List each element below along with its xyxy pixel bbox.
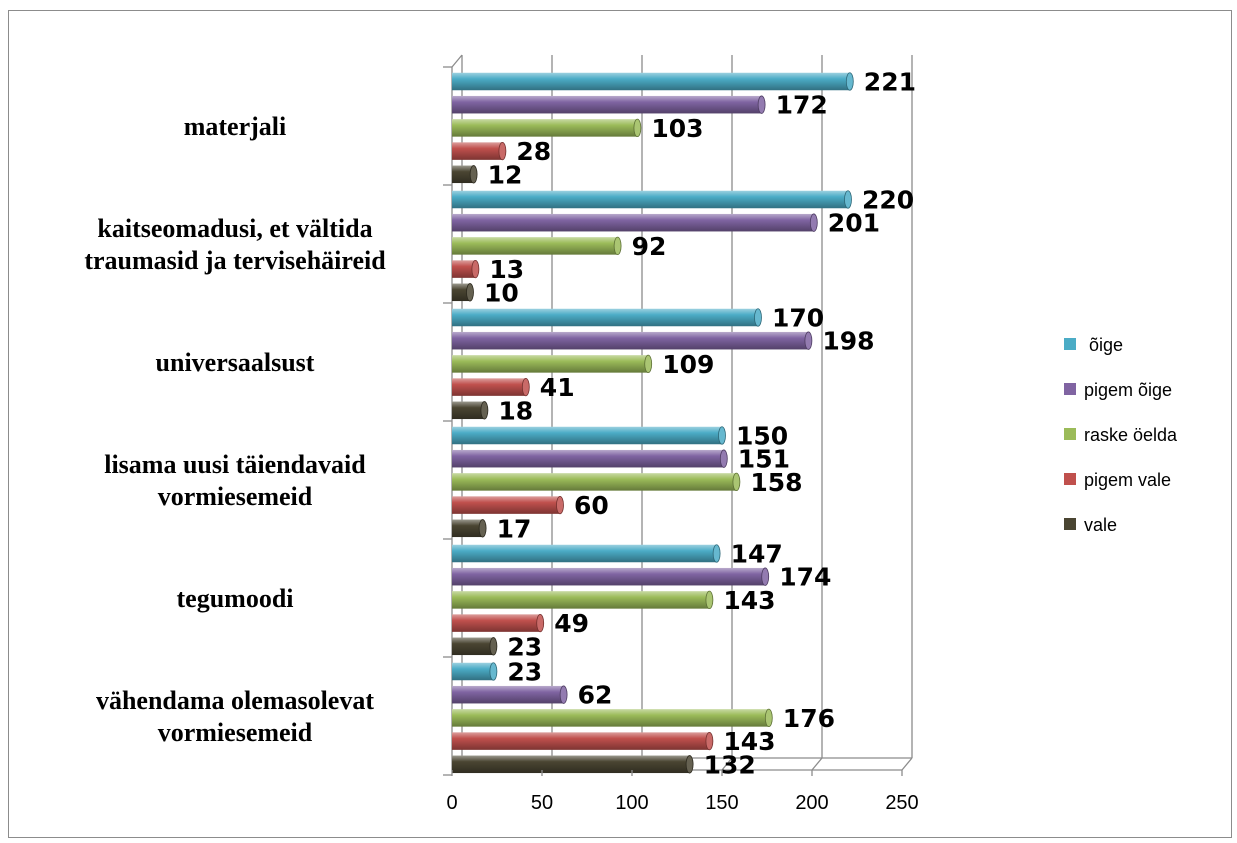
bar: [452, 95, 766, 114]
bar: [452, 472, 741, 492]
bar: [452, 190, 852, 209]
category-labels: materjali kaitseomadusi, et vältida trauma…: [84, 112, 386, 747]
data-label: 10: [484, 278, 519, 307]
bar: [452, 401, 489, 420]
bar: [452, 213, 818, 232]
category-label: lisama uusi täiendavaid vormiesemeid: [104, 450, 366, 511]
data-label: 23: [507, 658, 542, 687]
data-label: 60: [574, 491, 609, 520]
bar: [452, 755, 694, 774]
bar: [452, 544, 721, 563]
bar: [452, 590, 714, 610]
bar: [452, 708, 773, 728]
legend-label: raske öelda: [1084, 425, 1178, 445]
category-label: universaalsust: [156, 348, 315, 377]
category-label: tegumoodi: [177, 584, 294, 613]
legend-item: raske öelda: [1064, 425, 1178, 445]
legend-label: pigem õige: [1084, 380, 1172, 400]
data-label: 174: [779, 563, 831, 592]
data-label: 150: [736, 422, 788, 451]
bar: [452, 141, 507, 161]
bar: [452, 662, 498, 681]
bar: [452, 308, 762, 327]
bar: [452, 519, 487, 538]
bar: [452, 449, 728, 468]
data-label: 103: [651, 114, 703, 143]
bars: [452, 72, 854, 774]
legend-item: pigem õige: [1064, 380, 1172, 400]
data-label: 147: [731, 540, 783, 569]
data-label: 143: [723, 727, 775, 756]
x-tick-label: 100: [615, 792, 648, 814]
legend-item: pigem vale: [1064, 470, 1171, 490]
legend-swatch: [1064, 428, 1076, 440]
bar: [452, 495, 564, 515]
data-label: 49: [554, 609, 589, 638]
data-label: 158: [750, 468, 802, 497]
data-label: 201: [828, 209, 880, 238]
legend-item: õige: [1064, 335, 1123, 355]
x-tick-label: 0: [446, 792, 457, 814]
legend-item: vale: [1064, 515, 1117, 535]
data-label: 13: [489, 255, 524, 284]
data-label: 151: [738, 445, 790, 474]
data-label: 220: [862, 186, 914, 215]
x-tick-label: 250: [885, 792, 918, 814]
x-tick-label: 200: [795, 792, 828, 814]
data-label: 221: [864, 68, 916, 97]
x-tick-label: 150: [705, 792, 738, 814]
bar: [452, 283, 474, 302]
category-label: vähendama olemasolevat vormiesemeid: [96, 686, 374, 747]
x-axis-ticks: 0 50 100 150 200 250: [446, 770, 919, 814]
data-label: 62: [578, 681, 613, 710]
bar: [452, 426, 726, 445]
data-label: 132: [704, 750, 756, 779]
chart-frame: [8, 10, 1232, 838]
data-label: 18: [498, 396, 533, 425]
bar: [452, 259, 480, 279]
legend: õige pigem õige raske öelda pigem vale vale: [1064, 335, 1178, 535]
data-label: 41: [540, 373, 575, 402]
category-label: kaitseomadusi, et vältida traumasid ja te…: [84, 214, 386, 275]
data-label: 172: [776, 91, 828, 120]
data-label: 143: [723, 586, 775, 615]
bar: [452, 118, 642, 138]
data-label: 109: [662, 350, 714, 379]
legend-label: õige: [1084, 335, 1123, 355]
data-label: 92: [632, 232, 667, 261]
bar: [452, 567, 770, 586]
data-label: 170: [772, 304, 824, 333]
bar: [452, 331, 813, 350]
legend-label: vale: [1084, 515, 1117, 535]
data-label: 23: [507, 632, 542, 661]
bar: [452, 354, 653, 374]
bar: [452, 685, 568, 704]
legend-swatch: [1064, 473, 1076, 485]
legend-label: pigem vale: [1084, 470, 1171, 490]
bar: [452, 377, 530, 397]
data-label: 176: [783, 704, 835, 733]
x-tick-label: 50: [531, 792, 553, 814]
bar: [452, 613, 545, 633]
gridlines: [541, 55, 913, 771]
legend-swatch: [1064, 383, 1076, 395]
data-label: 198: [822, 327, 874, 356]
bar: [452, 637, 498, 656]
legend-swatch: [1064, 518, 1076, 530]
data-label: 17: [497, 514, 532, 543]
legend-swatch: [1064, 338, 1076, 350]
bar: [452, 731, 714, 751]
category-label: materjali: [184, 112, 287, 141]
bar: [452, 236, 622, 256]
bar: [452, 165, 478, 184]
data-label: 28: [516, 137, 551, 166]
bar: [452, 72, 854, 91]
data-label: 12: [488, 160, 523, 189]
